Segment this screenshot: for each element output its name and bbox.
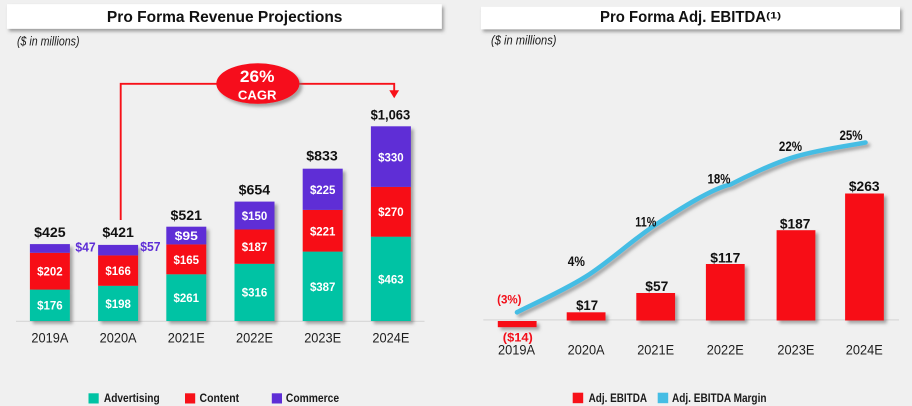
svg-text:$263: $263: [849, 178, 880, 194]
svg-text:$187: $187: [780, 215, 811, 231]
svg-text:$521: $521: [171, 208, 203, 223]
svg-text:$425: $425: [34, 225, 66, 240]
svg-text:Adj. EBITDA: Adj. EBITDA: [589, 393, 648, 405]
svg-text:$421: $421: [102, 225, 134, 240]
svg-text:CAGR: CAGR: [238, 87, 277, 102]
svg-text:$95: $95: [175, 229, 199, 243]
svg-text:2021E: 2021E: [637, 341, 674, 357]
svg-text:$202: $202: [37, 265, 63, 279]
svg-text:($14): ($14): [503, 331, 533, 345]
svg-text:$654: $654: [239, 183, 271, 198]
svg-text:$316: $316: [242, 286, 268, 300]
svg-text:Advertising: Advertising: [104, 393, 160, 405]
svg-text:($ in millions): ($ in millions): [17, 35, 80, 49]
svg-text:$833: $833: [306, 149, 338, 164]
svg-text:$47: $47: [75, 241, 95, 255]
svg-text:$330: $330: [378, 151, 404, 165]
svg-text:25%: 25%: [839, 128, 862, 143]
svg-text:$1,063: $1,063: [371, 107, 411, 122]
svg-text:$387: $387: [310, 280, 336, 294]
svg-text:$117: $117: [710, 249, 740, 265]
svg-text:2020A: 2020A: [568, 341, 606, 357]
svg-text:11%: 11%: [635, 214, 656, 229]
svg-text:$463: $463: [378, 272, 404, 286]
svg-text:2019A: 2019A: [498, 341, 536, 357]
svg-text:$198: $198: [105, 297, 131, 311]
svg-text:Pro Forma Adj. EBITDA: Pro Forma Adj. EBITDA: [600, 9, 766, 26]
svg-text:18%: 18%: [708, 171, 731, 186]
svg-text:$17: $17: [576, 297, 598, 313]
svg-text:2023E: 2023E: [304, 329, 341, 345]
svg-text:22%: 22%: [779, 139, 802, 154]
svg-text:2023E: 2023E: [777, 341, 814, 357]
svg-text:$165: $165: [174, 253, 200, 267]
svg-text:2021E: 2021E: [168, 329, 205, 345]
svg-text:(3%): (3%): [497, 292, 521, 306]
svg-text:$221: $221: [310, 224, 336, 238]
svg-text:Pro Forma Revenue Projections: Pro Forma Revenue Projections: [107, 9, 343, 26]
svg-text:Adj. EBITDA Margin: Adj. EBITDA Margin: [672, 393, 767, 405]
svg-text:$225: $225: [310, 183, 336, 197]
svg-text:2022E: 2022E: [236, 329, 273, 345]
svg-text:4%: 4%: [568, 254, 585, 269]
svg-text:26%: 26%: [240, 68, 275, 86]
svg-text:$176: $176: [37, 299, 63, 313]
svg-text:$57: $57: [140, 240, 160, 254]
svg-text:$166: $166: [105, 264, 131, 278]
svg-text:2024E: 2024E: [846, 341, 883, 357]
svg-text:$261: $261: [174, 291, 200, 305]
svg-text:2019A: 2019A: [31, 329, 69, 345]
svg-text:$150: $150: [242, 209, 268, 223]
svg-text:Commerce: Commerce: [286, 393, 339, 405]
svg-text:2020A: 2020A: [100, 329, 138, 345]
svg-text:(1): (1): [766, 10, 781, 21]
svg-text:$187: $187: [242, 240, 268, 254]
svg-text:2022E: 2022E: [707, 341, 744, 357]
svg-text:($ in millions): ($ in millions): [491, 34, 557, 48]
svg-text:$270: $270: [378, 205, 404, 219]
svg-text:$57: $57: [645, 278, 668, 294]
svg-text:Content: Content: [200, 393, 240, 405]
svg-text:2024E: 2024E: [372, 329, 409, 345]
